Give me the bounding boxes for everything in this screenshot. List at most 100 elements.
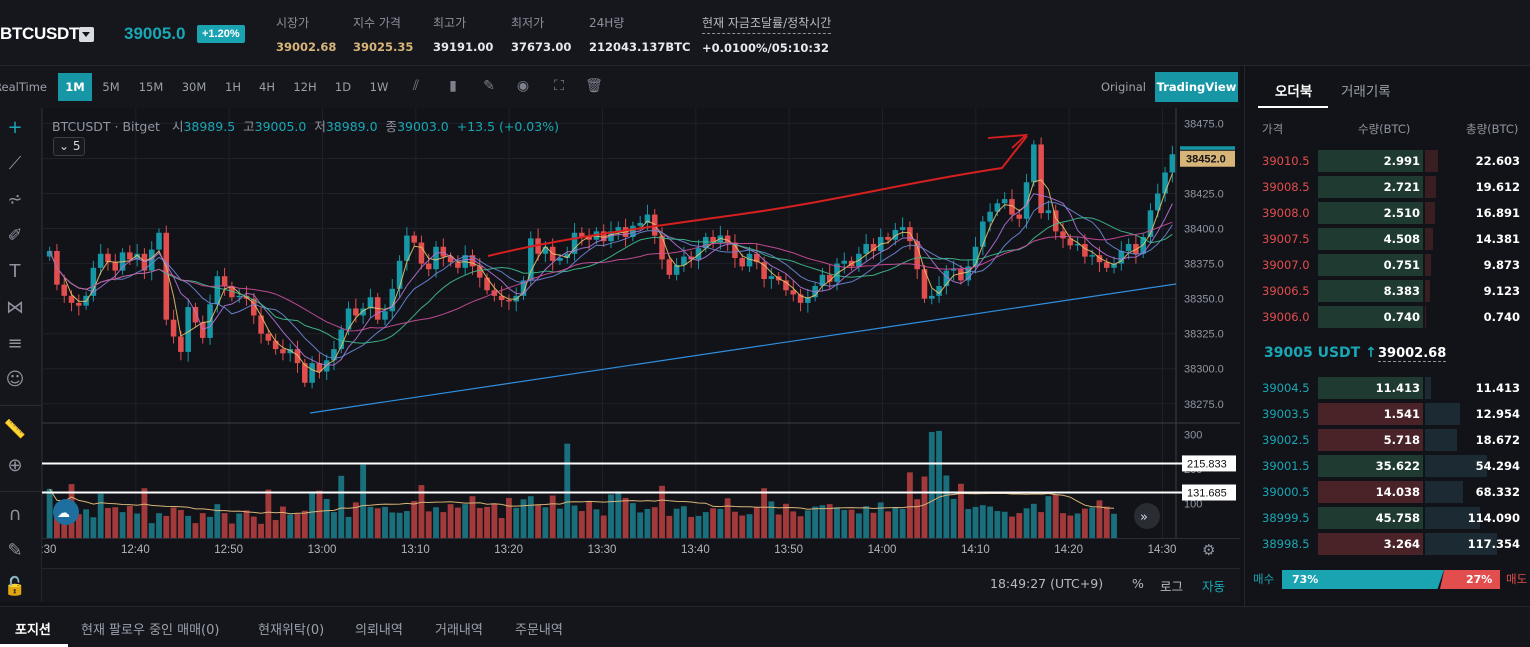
- moving-average-line: [49, 221, 1173, 332]
- candle: [1052, 210, 1059, 232]
- tab-0[interactable]: 포지션: [15, 623, 51, 638]
- timeframe-1w[interactable]: 1W: [369, 80, 389, 94]
- ruler-icon[interactable]: 📏: [3, 419, 27, 440]
- edit-icon[interactable]: ✎: [483, 78, 495, 94]
- camera-icon[interactable]: ◉: [516, 78, 530, 94]
- order-price: 39000.5: [1262, 485, 1310, 499]
- volume-bar: [374, 508, 381, 538]
- ask-row[interactable]: 39007.0 0.751 9.873: [1244, 253, 1530, 277]
- ask-row[interactable]: 39008.5 2.721 19.612: [1244, 175, 1530, 199]
- ask-row[interactable]: 39008.0 2.510 16.891: [1244, 201, 1530, 225]
- fullscreen-icon[interactable]: ⛶: [554, 78, 564, 94]
- candle: [520, 280, 527, 296]
- bid-row[interactable]: 39002.5 5.718 18.672: [1244, 428, 1530, 452]
- original-button[interactable]: Original: [1101, 80, 1147, 94]
- ask-row[interactable]: 39007.5 4.508 14.381: [1244, 227, 1530, 251]
- time-tick-label: 14:10: [961, 544, 990, 556]
- bid-row[interactable]: 39004.5 11.413 11.413: [1244, 376, 1530, 400]
- bid-row[interactable]: 39000.5 14.038 68.332: [1244, 480, 1530, 504]
- tab-4[interactable]: 거래내역: [435, 623, 483, 638]
- fib-icon[interactable]: ≡: [7, 333, 23, 354]
- order-price: 39007.0: [1262, 258, 1310, 272]
- candle: [958, 269, 964, 281]
- tab-5[interactable]: 주문내역: [515, 623, 563, 638]
- brush-icon[interactable]: ✐: [7, 225, 23, 246]
- bid-row[interactable]: 38999.5 45.758 114.090: [1244, 506, 1530, 530]
- timeframe-1m[interactable]: 1M: [58, 73, 92, 101]
- timeframe-30m[interactable]: 30M: [181, 80, 207, 94]
- log-toggle[interactable]: 로그: [1160, 579, 1184, 594]
- stat-label: 24H량: [589, 16, 625, 30]
- price-chart[interactable]: 38475.038450.038425.038400.038375.038350…: [42, 108, 1240, 568]
- tab-1[interactable]: 현재 팔로우 중인 매매(0): [81, 623, 220, 638]
- stat-5[interactable]: 현재 자금조달률/정착시간 +0.0100%/05:10:32: [702, 14, 832, 55]
- candle: [447, 256, 454, 263]
- timeframe-1h[interactable]: 1H: [225, 80, 241, 94]
- order-total: 0.740: [1483, 310, 1520, 324]
- active-tab-indicator: [1258, 106, 1328, 108]
- chevron-down-icon[interactable]: [79, 27, 94, 42]
- bid-row[interactable]: 38998.5 3.264 117.354: [1244, 532, 1530, 556]
- candle: [1023, 182, 1030, 219]
- chevron-down-icon: ⌄: [59, 139, 73, 153]
- candle-type-icon[interactable]: ▮: [449, 78, 457, 94]
- legend-change: +13.5 (+0.03%): [456, 119, 559, 134]
- volume-bar: [819, 505, 826, 538]
- interval-selector[interactable]: ⌄ 5: [53, 137, 85, 156]
- text-icon[interactable]: T: [9, 261, 21, 282]
- indicator-icon[interactable]: ⫽: [412, 78, 420, 94]
- bid-row[interactable]: 39003.5 1.541 12.954: [1244, 402, 1530, 426]
- volume-ma-line: [49, 488, 1115, 515]
- candle: [353, 308, 359, 316]
- ask-row[interactable]: 39006.0 0.740 0.740: [1244, 305, 1530, 329]
- trendline-icon[interactable]: ⟋: [8, 153, 22, 174]
- zoom-in-icon[interactable]: ⊕: [7, 455, 23, 476]
- tab-orderbook[interactable]: 오더북: [1275, 84, 1313, 100]
- candle: [1111, 263, 1117, 268]
- price-tick-label: 38475.0: [1184, 118, 1224, 130]
- legend-close: 39003.0: [397, 119, 449, 134]
- symbol-name[interactable]: BTCUSDT: [0, 24, 80, 43]
- timeframe-12h[interactable]: 12H: [293, 80, 317, 94]
- tab-2[interactable]: 현재위탁(0): [258, 623, 325, 638]
- volume-bar: [367, 506, 374, 538]
- volume-bar: [666, 515, 673, 538]
- unlock-icon[interactable]: 🔓: [3, 576, 27, 597]
- bid-row[interactable]: 39001.5 35.622 54.294: [1244, 454, 1530, 478]
- timeframe-1d[interactable]: 1D: [334, 80, 352, 94]
- stat-value: 39191.00: [433, 40, 494, 54]
- volume-bar: [331, 512, 337, 538]
- percent-toggle[interactable]: %: [1132, 576, 1144, 591]
- time-tick-label: 13:40: [681, 544, 710, 556]
- trendline-drawing: [309, 283, 1177, 414]
- magnet-icon[interactable]: ∩: [8, 504, 22, 525]
- crosshair-icon[interactable]: +: [7, 117, 23, 138]
- volume-bar: [134, 513, 141, 538]
- trash-icon[interactable]: 🗑: [585, 78, 603, 94]
- ask-row[interactable]: 39010.5 2.991 22.603: [1244, 149, 1530, 173]
- legend-high: 39005.0: [254, 119, 307, 134]
- timeframe-realtime[interactable]: RealTime: [0, 80, 47, 94]
- emoji-icon[interactable]: ☺: [5, 369, 25, 390]
- pitchfork-icon[interactable]: ⩫: [7, 189, 23, 210]
- tab-3[interactable]: 의뢰내역: [355, 623, 403, 638]
- volume-bar: [834, 507, 840, 538]
- lock-drawing-icon[interactable]: ✎: [7, 540, 23, 561]
- candle: [345, 308, 352, 330]
- candle: [484, 277, 490, 291]
- ask-row[interactable]: 39006.5 8.383 9.123: [1244, 279, 1530, 303]
- timeframe-15m[interactable]: 15M: [138, 80, 164, 94]
- candle: [367, 297, 374, 309]
- volume-bar: [403, 511, 410, 538]
- tab-trade-history[interactable]: 거래기록: [1341, 84, 1391, 100]
- header-qty: 수량(BTC): [1358, 122, 1411, 136]
- price-tick-label: 38300.0: [1184, 364, 1224, 376]
- candle: [746, 253, 753, 267]
- candle: [272, 340, 279, 350]
- timeframe-5m[interactable]: 5M: [102, 80, 120, 94]
- timeframe-4h[interactable]: 4H: [259, 80, 275, 94]
- pattern-icon[interactable]: ⋈: [6, 297, 24, 318]
- candle: [199, 322, 206, 338]
- tradingview-button[interactable]: TradingView: [1155, 72, 1238, 102]
- auto-toggle[interactable]: 자동: [1202, 579, 1226, 594]
